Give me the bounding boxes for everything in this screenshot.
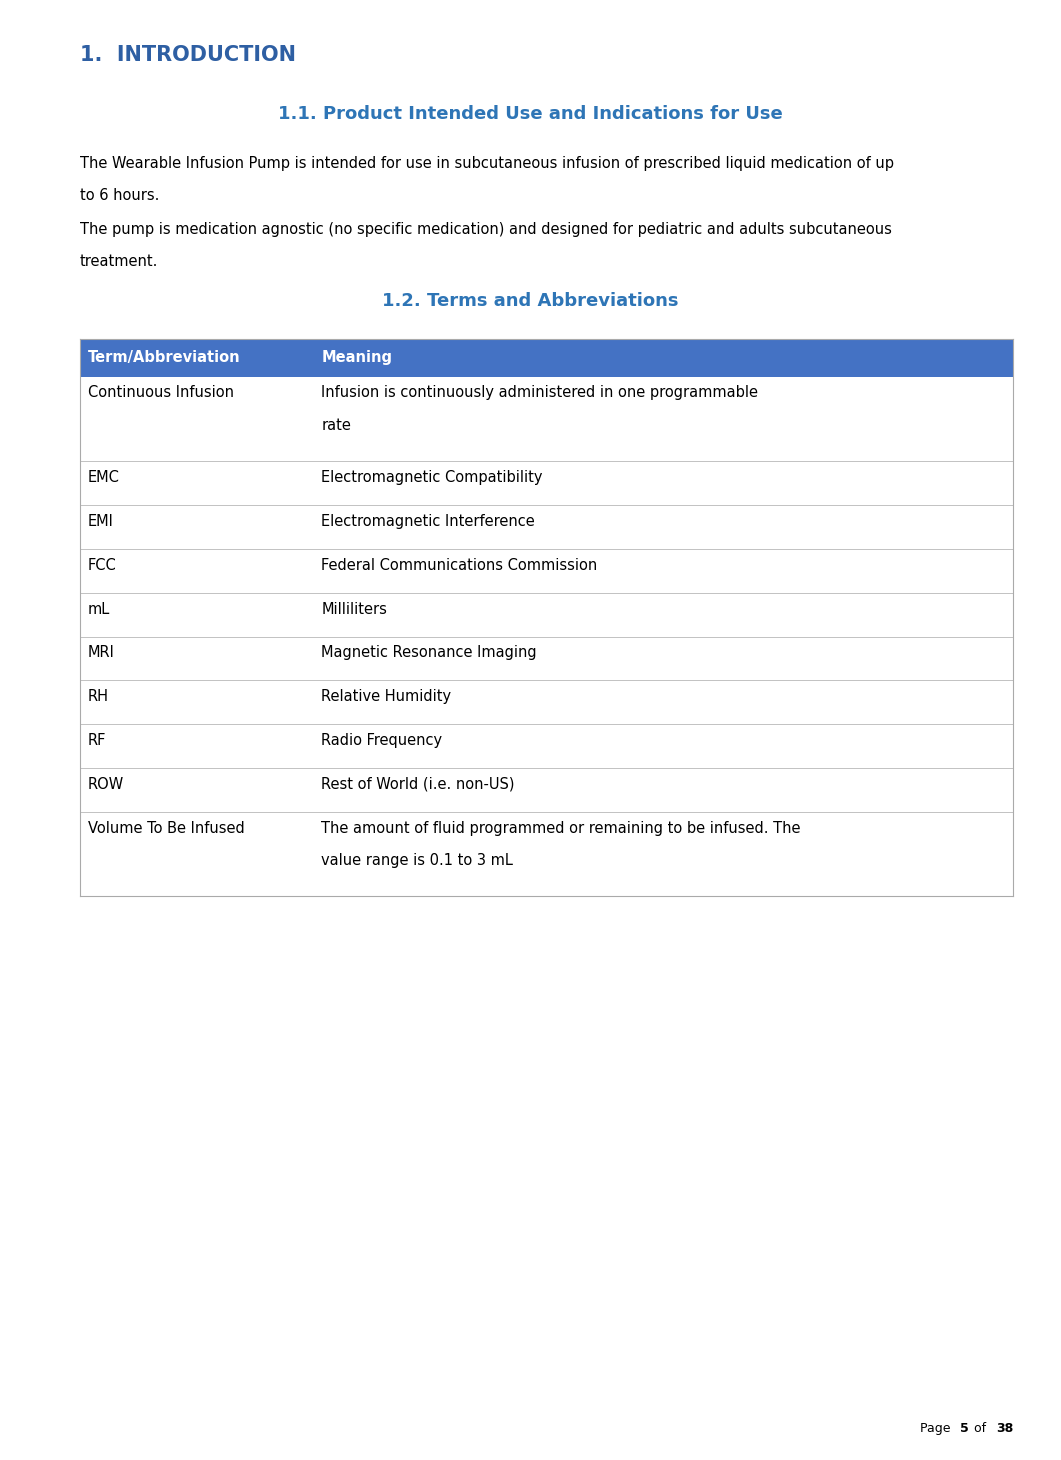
Bar <box>80 377 1013 461</box>
Text: rate: rate <box>321 418 351 432</box>
Bar <box>80 505 1013 549</box>
Text: to 6 hours.: to 6 hours. <box>80 188 159 203</box>
Text: Electromagnetic Interference: Electromagnetic Interference <box>321 514 535 529</box>
Bar <box>80 549 1013 593</box>
Text: EMI: EMI <box>88 514 114 529</box>
Text: 38: 38 <box>996 1422 1013 1435</box>
Text: RH: RH <box>88 689 109 704</box>
Text: Radio Frequency: Radio Frequency <box>321 733 442 748</box>
Text: RF: RF <box>88 733 106 748</box>
Text: Federal Communications Commission: Federal Communications Commission <box>321 558 597 572</box>
Bar <box>80 724 1013 768</box>
Text: ROW: ROW <box>88 777 124 791</box>
Text: The pump is medication agnostic (no specific medication) and designed for pediat: The pump is medication agnostic (no spec… <box>80 222 891 237</box>
Bar <box>80 461 1013 505</box>
Text: The Wearable Infusion Pump is intended for use in subcutaneous infusion of presc: The Wearable Infusion Pump is intended f… <box>80 156 893 171</box>
Text: Meaning: Meaning <box>321 350 393 365</box>
Text: The amount of fluid programmed or remaining to be infused. The: The amount of fluid programmed or remain… <box>321 821 801 835</box>
Text: mL: mL <box>88 602 110 616</box>
Bar <box>80 768 1013 812</box>
Text: Relative Humidity: Relative Humidity <box>321 689 452 704</box>
Text: 1.1. Product Intended Use and Indications for Use: 1.1. Product Intended Use and Indication… <box>278 105 783 123</box>
Text: Milliliters: Milliliters <box>321 602 387 616</box>
Text: Electromagnetic Compatibility: Electromagnetic Compatibility <box>321 470 543 485</box>
Text: value range is 0.1 to 3 mL: value range is 0.1 to 3 mL <box>321 853 514 867</box>
Bar <box>80 637 1013 680</box>
Text: Magnetic Resonance Imaging: Magnetic Resonance Imaging <box>321 645 537 660</box>
Text: FCC: FCC <box>88 558 117 572</box>
Text: Page: Page <box>920 1422 955 1435</box>
Text: Rest of World (i.e. non-US): Rest of World (i.e. non-US) <box>321 777 515 791</box>
Text: Volume To Be Infused: Volume To Be Infused <box>88 821 245 835</box>
Text: treatment.: treatment. <box>80 254 158 269</box>
Text: 5: 5 <box>960 1422 969 1435</box>
Text: Continuous Infusion: Continuous Infusion <box>88 385 234 400</box>
Bar <box>80 812 1013 896</box>
Bar <box>80 680 1013 724</box>
Text: EMC: EMC <box>88 470 120 485</box>
Text: 1.  INTRODUCTION: 1. INTRODUCTION <box>80 45 296 66</box>
Text: 1.2. Terms and Abbreviations: 1.2. Terms and Abbreviations <box>382 292 679 310</box>
Text: MRI: MRI <box>88 645 115 660</box>
Bar <box>80 593 1013 637</box>
Bar <box>80 339 1013 377</box>
Text: Term/Abbreviation: Term/Abbreviation <box>88 350 241 365</box>
Text: of: of <box>970 1422 990 1435</box>
Text: Infusion is continuously administered in one programmable: Infusion is continuously administered in… <box>321 385 759 400</box>
